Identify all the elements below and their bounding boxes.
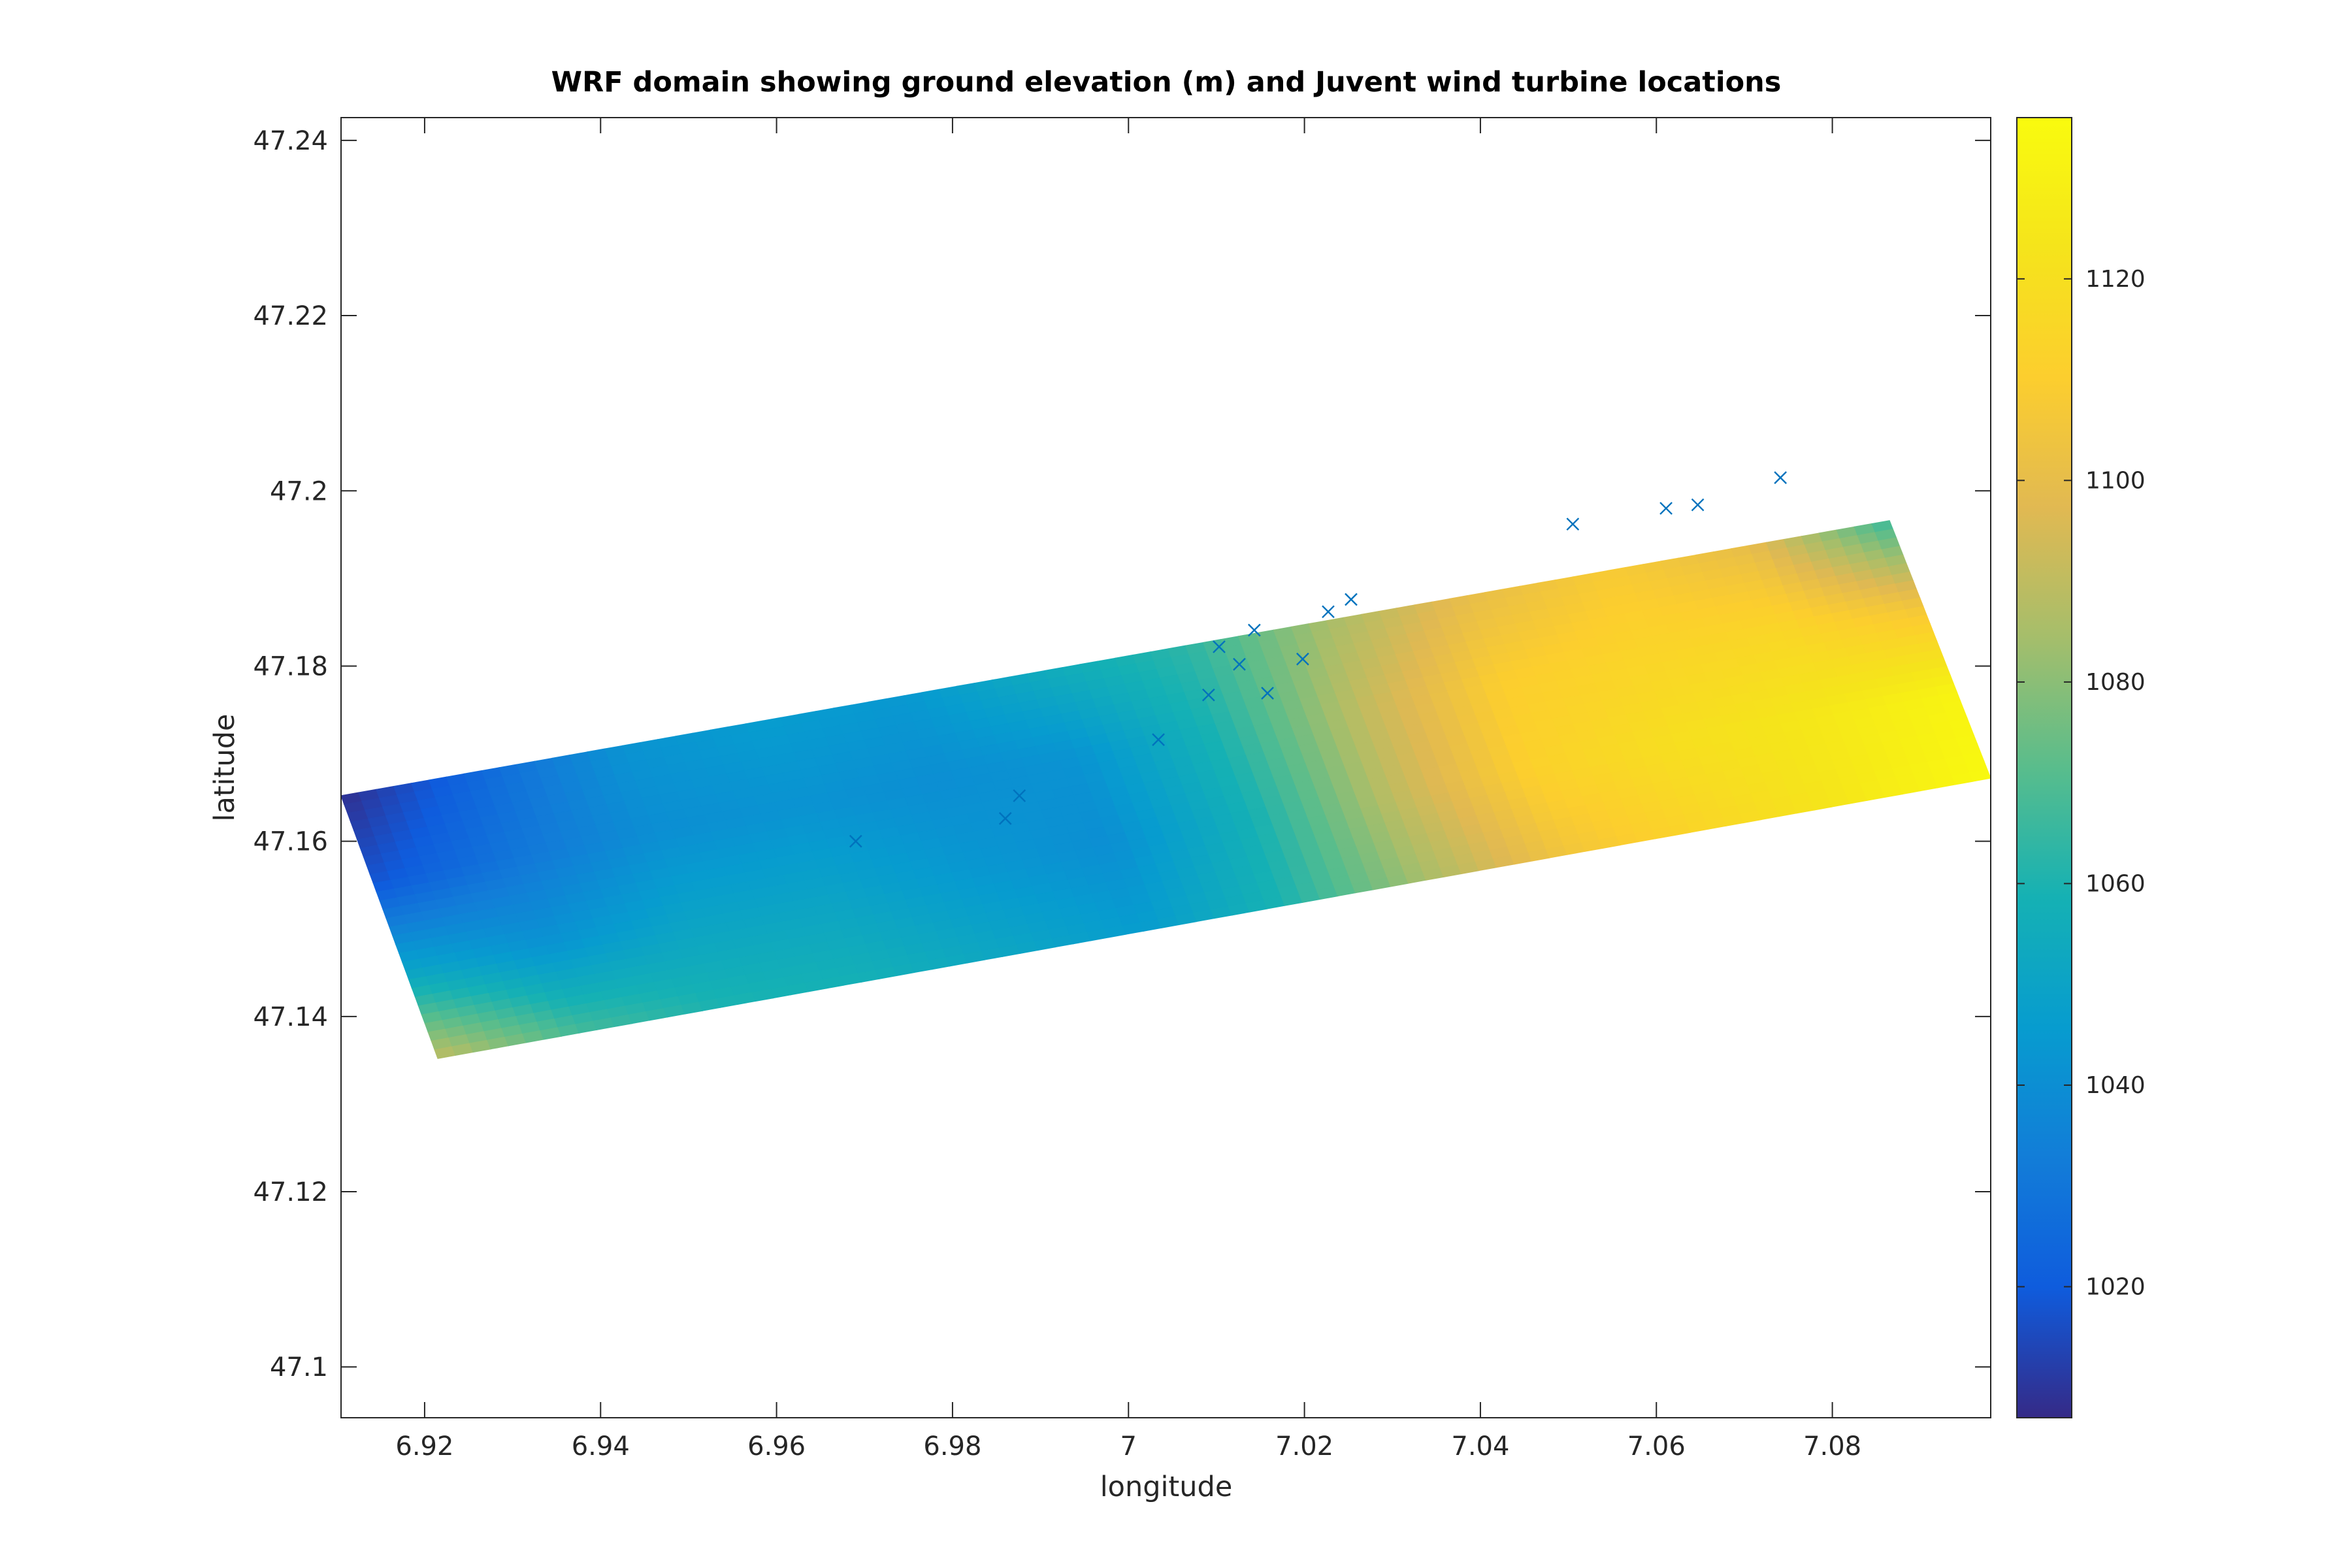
y-ticks: 47.1 47.12 47.14 47.16 47.18 47.2 47.22 47.24 <box>253 126 1991 1382</box>
colorbar-box <box>2016 117 2072 1418</box>
turbine-marker <box>1322 605 1335 619</box>
turbine-marker <box>1345 593 1358 606</box>
x-ticks: 6.92 6.94 6.96 6.98 7 7.02 7.04 7.06 7.08 <box>395 118 1861 1462</box>
x-tick-label: 6.94 <box>572 1431 630 1462</box>
turbine-marker <box>1659 502 1673 515</box>
axes-box <box>340 117 1991 1418</box>
colorbar: 1020 1040 1060 1080 1100 1120 <box>2016 117 2146 1418</box>
turbine-marker <box>1566 517 1580 531</box>
colorbar-tick-label: 1060 <box>2085 870 2146 897</box>
y-tick-label: 47.12 <box>253 1177 328 1207</box>
x-axis-label: longitude <box>1100 1471 1233 1503</box>
colorbar-ticks: 1020 1040 1060 1080 1100 1120 <box>2017 266 2146 1300</box>
chart-title: WRF domain showing ground elevation (m) … <box>551 66 1782 99</box>
x-tick-label: 7.06 <box>1627 1431 1686 1462</box>
y-tick-label: 47.24 <box>253 126 328 156</box>
y-tick-label: 47.22 <box>253 301 328 331</box>
turbine-marker <box>849 834 862 848</box>
turbine-marker <box>1152 733 1165 746</box>
turbine-marker <box>1201 688 1215 702</box>
colorbar-tick-label: 1120 <box>2085 266 2146 293</box>
colorbar-tick-label: 1040 <box>2085 1072 2146 1099</box>
turbine-marker <box>1261 687 1274 700</box>
x-tick-label: 7.04 <box>1451 1431 1509 1462</box>
x-tick-label: 6.92 <box>395 1431 453 1462</box>
turbine-marker <box>1691 498 1705 512</box>
turbine-marker <box>998 811 1012 825</box>
x-tick-label: 7 <box>1120 1431 1137 1462</box>
turbine-markers <box>849 471 1787 848</box>
colorbar-gradient <box>2017 118 2072 1418</box>
elevation-heatmap <box>340 520 1991 1059</box>
turbine-marker <box>1774 471 1787 484</box>
y-axis-label: latitude <box>208 714 241 822</box>
y-tick-label: 47.18 <box>253 651 328 681</box>
y-tick-label: 47.14 <box>253 1002 328 1032</box>
turbine-marker <box>1013 789 1026 802</box>
x-tick-label: 6.98 <box>923 1431 981 1462</box>
colorbar-tick-label: 1100 <box>2085 467 2146 494</box>
x-tick-label: 6.96 <box>747 1431 806 1462</box>
colorbar-tick-label: 1080 <box>2085 669 2146 696</box>
x-tick-label: 7.02 <box>1275 1431 1333 1462</box>
colorbar-tick-label: 1020 <box>2085 1273 2146 1300</box>
plot-area: 6.92 6.94 6.96 6.98 7 7.02 7.04 7.06 7.08 47.147… <box>253 117 1991 1462</box>
y-tick-label: 47.16 <box>253 827 328 857</box>
turbine-marker <box>1296 652 1309 666</box>
y-tick-label: 47.2 <box>270 476 328 506</box>
turbine-marker <box>1247 623 1261 637</box>
turbine-marker <box>1233 657 1246 671</box>
turbine-marker <box>1213 640 1226 653</box>
x-tick-label: 7.08 <box>1803 1431 1861 1462</box>
y-tick-label: 47.1 <box>270 1352 328 1382</box>
